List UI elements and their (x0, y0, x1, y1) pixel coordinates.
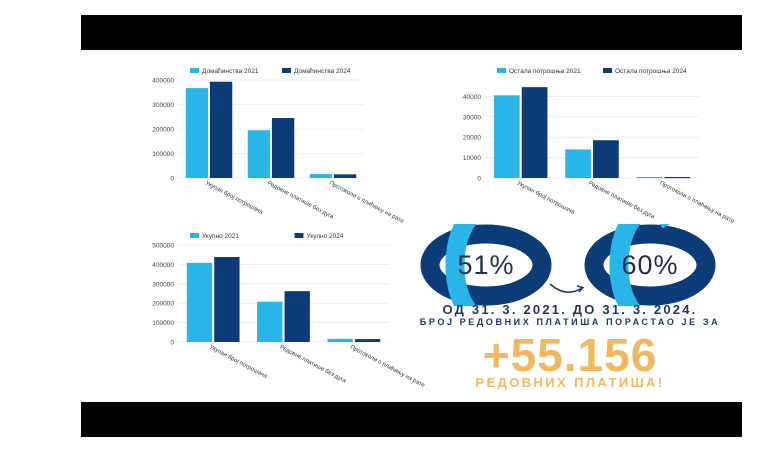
bar (354, 339, 381, 342)
y-tick-label: 200000 (152, 301, 174, 308)
legend-swatch (190, 68, 199, 73)
y-tick-label: 30000 (463, 114, 481, 121)
legend-swatch (282, 68, 291, 73)
legend-swatch (294, 233, 304, 238)
legend-swatch (190, 233, 199, 238)
bar (636, 176, 663, 179)
bar (257, 301, 283, 342)
x-tick-label: Редовне платише без дуга (266, 180, 335, 220)
bottom-black-band (81, 402, 742, 437)
chart-svg: Укупно 2021 Укупно 2024 0 100000 200000 30000… (152, 233, 426, 389)
donut-ring-remainder (420, 224, 552, 306)
households-bar-chart: Домаћинства 2021 Домаћинства 2024 0 100000 2… (140, 62, 405, 232)
donut-svg (420, 224, 552, 306)
bar (593, 140, 619, 178)
donut-2021-label: 51% (457, 250, 515, 280)
x-tick-label: Укупан број потрошача (208, 344, 268, 380)
bar (284, 291, 310, 342)
legend-label: Укупно 2021 (202, 233, 239, 240)
bar (333, 174, 357, 178)
bar (521, 87, 548, 178)
x-tick-label: Укупан број потрошача (204, 180, 264, 216)
legend-label: Домаћинства 2024 (294, 67, 351, 75)
y-tick-label: 300000 (152, 102, 174, 109)
date-range-caption: ОД 31. 3. 2021. ДО 31. 3. 2024. (442, 302, 698, 317)
donut-2024: 60% (582, 224, 718, 306)
y-tick-label: 20000 (463, 135, 481, 142)
donut-2024-label: 60% (621, 250, 679, 280)
chart-svg: Домаћинства 2021 Домаћинства 2024 0 100000 2… (152, 67, 405, 225)
bar (327, 338, 353, 342)
y-tick-label: 0 (170, 340, 174, 347)
bar (247, 130, 271, 178)
growth-number: +55.156 (482, 329, 658, 381)
bar (309, 174, 333, 178)
bar (271, 117, 295, 178)
legend-label: Остала потрошња 2021 (509, 68, 581, 75)
bar (565, 149, 591, 178)
total-bar-chart: Укупно 2021 Укупно 2024 0 100000 200000 30000… (140, 227, 426, 392)
y-tick-label: 100000 (152, 320, 174, 327)
curved-arrow-icon (549, 283, 585, 293)
chart-svg: Остала потрошња 2021 Остала потрошња 2024… (463, 68, 735, 225)
top-black-band (81, 15, 742, 50)
legend-label: Остала потрошња 2024 (615, 68, 687, 75)
bar (186, 262, 213, 342)
y-tick-label: 400000 (152, 78, 174, 85)
donut-ring-value (445, 224, 527, 306)
y-tick-label: 0 (477, 176, 481, 183)
growth-number-caption: РЕДОВНИХ ПЛАТИША! (475, 375, 665, 390)
y-tick-label: 10000 (463, 155, 481, 162)
bar (185, 88, 209, 178)
y-tick-label: 400000 (152, 262, 174, 269)
donut-svg (584, 224, 716, 306)
donut-ring-value (609, 224, 691, 306)
bar (209, 81, 233, 178)
y-tick-label: 300000 (152, 281, 174, 288)
y-tick-label: 40000 (463, 94, 481, 101)
bar (664, 176, 691, 179)
bar (493, 95, 520, 178)
legend-label: Укупно 2024 (307, 233, 344, 240)
y-tick-label: 100000 (152, 151, 174, 158)
x-tick-label: Редовне платише без дуга (279, 344, 348, 384)
y-tick-label: 500000 (152, 243, 174, 250)
bar (214, 257, 240, 342)
legend-swatch (497, 68, 506, 73)
x-tick-label: Укупан број потрошача (516, 180, 576, 216)
donut-ring-remainder (584, 224, 716, 306)
y-tick-label: 200000 (152, 127, 174, 134)
x-tick-label: Редовне платише без дуга (587, 180, 656, 220)
growth-caption: БРОЈ РЕДОВНИХ ПЛАТИША ПОРАСТАО ЈЕ ЗА (419, 317, 721, 327)
y-tick-label: 0 (170, 176, 174, 183)
legend-swatch (603, 68, 612, 73)
donut-2021: 51% (418, 224, 554, 306)
x-tick-label: Протоколи о плаћању на рате (658, 180, 735, 225)
other-consumption-bar-chart: Остала потрошња 2021 Остала потрошња 2024… (445, 62, 735, 232)
legend-label: Домаћинства 2021 (202, 67, 259, 75)
x-tick-label: Протоколи о плаћању на рате (328, 180, 405, 225)
